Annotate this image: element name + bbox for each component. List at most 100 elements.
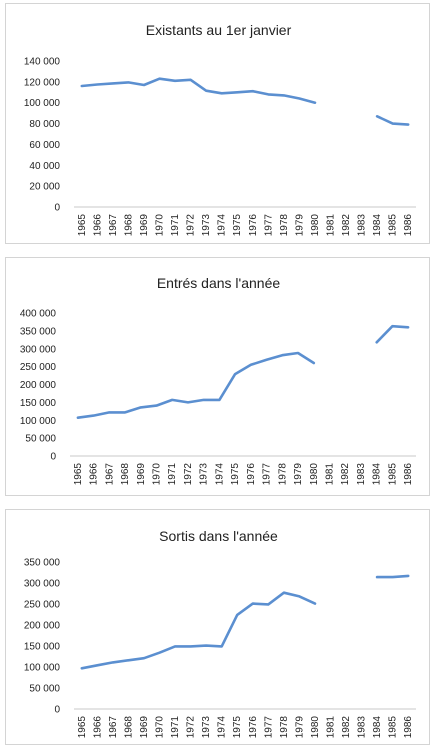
- x-tick-label: 1970: [152, 463, 163, 486]
- x-tick-label: 1986: [403, 716, 414, 739]
- x-tick-label: 1978: [279, 716, 290, 739]
- y-tick-label: 250 000: [24, 600, 61, 611]
- x-tick-label: 1982: [340, 463, 351, 486]
- x-tick-label: 1972: [186, 716, 197, 739]
- x-tick-label: 1976: [248, 716, 259, 739]
- x-tick-label: 1974: [217, 716, 228, 739]
- chart-panel-sortis: Sortis dans l'année 0 50 000 100 000 150 000…: [5, 509, 430, 745]
- y-tick-label: 0: [54, 705, 60, 716]
- x-tick-label: 1967: [108, 214, 119, 237]
- y-tick-label: 50 000: [25, 434, 56, 445]
- x-tick-label: 1975: [232, 214, 243, 237]
- x-tick-label: 1981: [326, 716, 337, 739]
- x-tick-label: 1972: [186, 214, 197, 237]
- y-tick-label: 100 000: [20, 416, 57, 427]
- x-tick-label: 1976: [248, 214, 259, 237]
- y-tick-label: 40 000: [29, 161, 60, 172]
- x-tick-label: 1975: [232, 716, 243, 739]
- x-tick-label: 1976: [246, 463, 257, 486]
- x-tick-label: 1974: [214, 463, 225, 486]
- chart-existants: Existants au 1er janvier 0 20 000 40 000 60 …: [24, 22, 416, 237]
- x-tick-label: 1978: [279, 214, 290, 237]
- y-tick-label: 0: [54, 203, 60, 214]
- x-tick-label: 1978: [277, 463, 288, 486]
- x-tick-label: 1981: [325, 463, 336, 486]
- x-tick-label: 1983: [357, 214, 368, 237]
- x-tick-label: 1986: [403, 214, 414, 237]
- x-tick-label: 1979: [293, 463, 304, 486]
- x-tick-label: 1983: [356, 463, 367, 486]
- y-tick-label: 150 000: [24, 642, 61, 653]
- x-tick-label: 1984: [372, 214, 383, 237]
- y-tick-label: 50 000: [29, 684, 60, 695]
- x-tick-label: 1971: [170, 716, 181, 739]
- y-tick-label: 60 000: [29, 140, 60, 151]
- x-tick-label: 1979: [294, 214, 305, 237]
- chart-panel-entres: Entrés dans l'année 0 50 000 100 000 150 000…: [5, 257, 430, 496]
- y-tick-label: 250 000: [20, 362, 57, 373]
- x-tick-label: 1973: [201, 214, 212, 237]
- y-tick-label: 400 000: [20, 309, 57, 320]
- y-tick-label: 0: [50, 452, 56, 463]
- y-tick-label: 300 000: [20, 344, 57, 355]
- x-tick-label: 1979: [294, 716, 305, 739]
- x-tick-label: 1981: [326, 214, 337, 237]
- x-tick-label: 1980: [309, 463, 320, 486]
- x-tick-label: 1974: [217, 214, 228, 237]
- series-line: [80, 77, 317, 104]
- series-line: [80, 591, 317, 670]
- y-tick-label: 80 000: [29, 119, 60, 130]
- x-tick-label: 1966: [92, 716, 103, 739]
- chart-title: Sortis dans l'année: [159, 528, 278, 544]
- x-tick-label: 1968: [123, 214, 134, 237]
- x-tick-label: 1970: [155, 214, 166, 237]
- x-tick-label: 1986: [403, 463, 414, 486]
- series-line: [76, 351, 316, 419]
- chart-sortis: Sortis dans l'année 0 50 000 100 000 150 000…: [24, 528, 416, 739]
- x-tick-label: 1965: [77, 716, 88, 739]
- x-tick-label: 1965: [77, 214, 88, 237]
- x-tick-label: 1969: [136, 463, 147, 486]
- x-tick-label: 1985: [387, 463, 398, 486]
- series-line: [375, 324, 410, 344]
- series-line: [375, 115, 410, 126]
- x-tick-label: 1968: [120, 463, 131, 486]
- x-tick-label: 1967: [104, 463, 115, 486]
- x-tick-label: 1973: [201, 716, 212, 739]
- y-tick-label: 100 000: [24, 663, 61, 674]
- x-tick-label: 1985: [388, 214, 399, 237]
- x-tick-label: 1982: [341, 716, 352, 739]
- y-tick-label: 350 000: [20, 326, 57, 337]
- y-tick-label: 100 000: [24, 98, 61, 109]
- y-tick-label: 120 000: [24, 77, 61, 88]
- x-tick-label: 1977: [262, 463, 273, 486]
- x-tick-label: 1966: [89, 463, 100, 486]
- y-tick-label: 20 000: [29, 182, 60, 193]
- x-tick-label: 1969: [139, 214, 150, 237]
- x-tick-label: 1977: [263, 214, 274, 237]
- chart-entres: Entrés dans l'année 0 50 000 100 000 150 000…: [20, 275, 416, 486]
- chart-panel-existants: Existants au 1er janvier 0 20 000 40 000 60 …: [5, 3, 430, 244]
- x-tick-label: 1984: [372, 716, 383, 739]
- x-tick-label: 1975: [230, 463, 241, 486]
- x-tick-label: 1972: [183, 463, 194, 486]
- x-tick-label: 1966: [92, 214, 103, 237]
- chart-title: Existants au 1er janvier: [146, 22, 292, 38]
- y-tick-label: 350 000: [24, 558, 61, 569]
- x-tick-label: 1971: [167, 463, 178, 486]
- x-tick-label: 1971: [170, 214, 181, 237]
- x-tick-label: 1968: [123, 716, 134, 739]
- x-tick-label: 1969: [139, 716, 150, 739]
- chart-title: Entrés dans l'année: [157, 275, 281, 291]
- x-tick-label: 1980: [310, 214, 321, 237]
- x-tick-label: 1985: [388, 716, 399, 739]
- y-tick-label: 140 000: [24, 57, 61, 68]
- x-tick-label: 1973: [199, 463, 210, 486]
- x-tick-label: 1982: [341, 214, 352, 237]
- x-tick-label: 1983: [357, 716, 368, 739]
- y-tick-label: 150 000: [20, 398, 57, 409]
- y-tick-label: 200 000: [20, 380, 57, 391]
- x-tick-label: 1965: [73, 463, 84, 486]
- x-tick-label: 1980: [310, 716, 321, 739]
- x-tick-label: 1977: [263, 716, 274, 739]
